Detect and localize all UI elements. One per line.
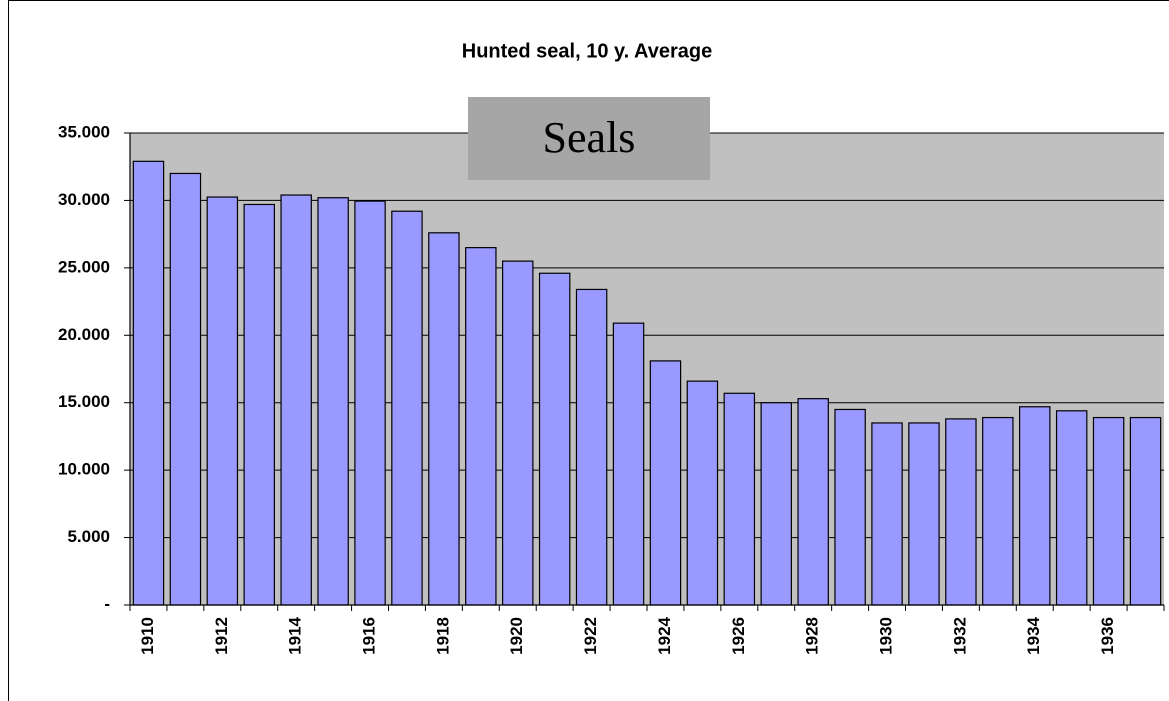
annotation-box [468, 97, 710, 180]
y-tick-label: 15.000 [58, 392, 110, 411]
x-tick-label: 1930 [877, 617, 896, 655]
x-tick-label: 1924 [655, 616, 674, 654]
y-tick-label: 35.000 [58, 122, 110, 141]
annotation: Seals [543, 113, 636, 162]
bar [243, 203, 275, 606]
y-tick-label: 30.000 [58, 190, 110, 209]
y-tick-label: 10.000 [58, 460, 110, 479]
y-tick-label: - [104, 594, 110, 613]
bar [317, 197, 349, 606]
bar [169, 172, 202, 606]
bar [538, 272, 571, 606]
x-tick-label: 1918 [433, 617, 452, 655]
bar [502, 260, 534, 606]
bar [871, 422, 903, 606]
bar [428, 232, 460, 606]
x-tick-label: 1916 [360, 617, 379, 655]
bar [575, 288, 608, 606]
bar [982, 416, 1014, 606]
x-tick-label: 1928 [803, 617, 822, 655]
chart-title: Hunted seal, 10 y. Average [462, 40, 712, 62]
bar [1092, 416, 1125, 606]
bar [760, 402, 792, 606]
bar [354, 200, 386, 606]
y-tick-label: 5.000 [67, 527, 110, 546]
bar [465, 247, 497, 606]
x-tick-label: 1920 [507, 617, 526, 655]
y-tick-label: 20.000 [58, 325, 110, 344]
bar [945, 418, 977, 606]
bar [908, 422, 940, 606]
x-tick-label: 1936 [1098, 617, 1117, 655]
x-tick-label: 1934 [1024, 616, 1043, 654]
bar [206, 196, 239, 606]
bar [723, 392, 756, 606]
bar [280, 194, 312, 606]
bar [649, 360, 682, 606]
bar [1055, 410, 1088, 606]
x-tick-label: 1910 [138, 617, 157, 655]
bar [1019, 406, 1051, 606]
bar [132, 160, 165, 606]
bar [612, 322, 645, 606]
x-tick-label: 1914 [286, 616, 305, 654]
bar [797, 398, 829, 606]
y-tick-label: 25.000 [58, 257, 110, 276]
x-tick-label: 1926 [729, 617, 748, 655]
x-tick-label: 1912 [212, 617, 231, 655]
bar [686, 380, 719, 606]
bar [834, 408, 866, 606]
bar [391, 210, 423, 606]
bar [1129, 416, 1162, 606]
x-tick-label: 1932 [950, 617, 969, 655]
x-tick-label: 1922 [581, 617, 600, 655]
